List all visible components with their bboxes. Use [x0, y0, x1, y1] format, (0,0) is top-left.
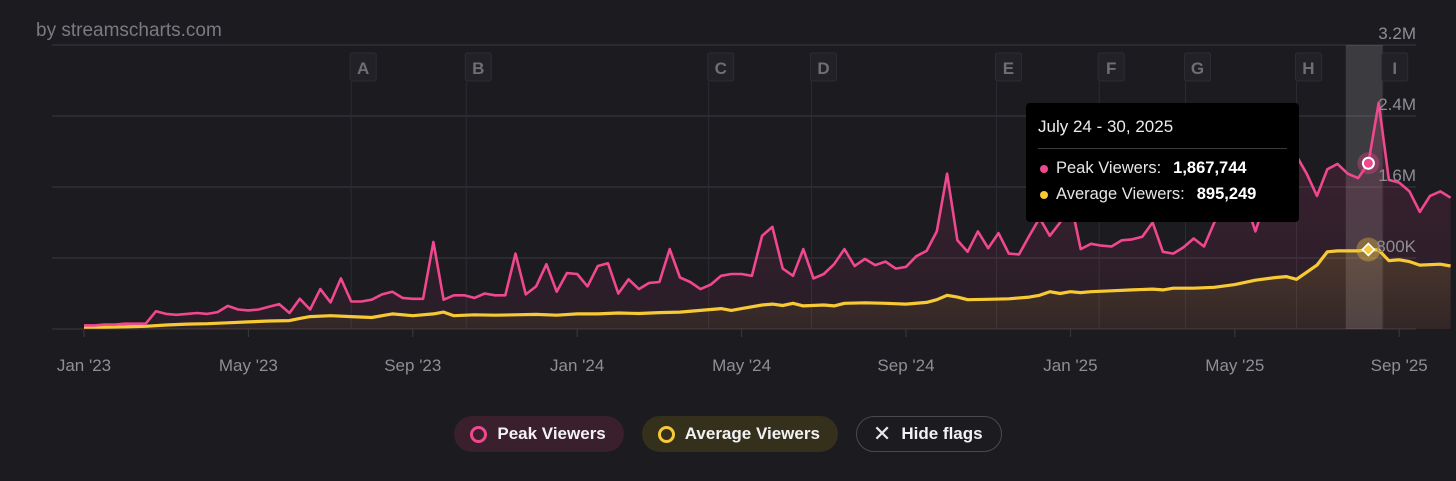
flag-label-F: F: [1106, 59, 1116, 78]
peak-viewers-label: Peak Viewers: [497, 424, 606, 443]
x-tick-label: May '24: [712, 356, 771, 375]
flag-label-G: G: [1191, 59, 1204, 78]
legend: Peak Viewers Average Viewers ✕ Hide flag…: [0, 416, 1456, 452]
tooltip-average-row: Average Viewers: 895,249: [1038, 185, 1287, 204]
tooltip-title: July 24 - 30, 2025: [1038, 117, 1287, 149]
x-tick-label: May '25: [1205, 356, 1264, 375]
hide-flags-button[interactable]: ✕ Hide flags: [855, 416, 1002, 452]
watermark: by streamscharts.com: [36, 20, 222, 41]
peak-viewers-toggle[interactable]: Peak Viewers: [454, 416, 624, 452]
x-tick-label: Sep '23: [384, 356, 441, 375]
peak-dot-icon: [1040, 164, 1048, 173]
flag-label-D: D: [817, 59, 829, 78]
peak-ring-icon: [470, 425, 488, 443]
tooltip-peak-label: Peak Viewers:: [1056, 159, 1162, 177]
tooltip: July 24 - 30, 2025 Peak Viewers: 1,867,7…: [1026, 103, 1299, 222]
y-tick-label: 1.6M: [1378, 166, 1416, 185]
flag-box-C: [707, 52, 735, 82]
flag-label-I: I: [1392, 59, 1397, 78]
average-viewers-area: [84, 249, 1451, 329]
x-tick-label: Sep '24: [877, 356, 934, 375]
tooltip-average-label: Average Viewers:: [1056, 185, 1185, 203]
flag-box-D: [809, 52, 837, 82]
average-ring-icon: [657, 425, 675, 443]
flag-box-I: [1381, 52, 1409, 82]
flag-box-H: [1294, 52, 1322, 82]
hide-flags-label: Hide flags: [901, 424, 983, 443]
flag-box-A: [349, 52, 377, 82]
average-viewers-label: Average Viewers: [684, 424, 820, 443]
flag-box-B: [464, 52, 492, 82]
average-viewers-toggle[interactable]: Average Viewers: [641, 416, 838, 452]
x-tick-label: Sep '25: [1371, 356, 1428, 375]
y-tick-label: 2.4M: [1378, 95, 1416, 114]
flag-label-B: B: [472, 59, 484, 78]
flag-box-E: [994, 52, 1022, 82]
x-tick-label: Jan '24: [550, 356, 604, 375]
average-dot-icon: [1040, 190, 1048, 199]
flag-box-F: [1097, 52, 1125, 82]
flag-label-A: A: [357, 59, 369, 78]
flag-label-H: H: [1302, 59, 1314, 78]
flag-label-E: E: [1003, 59, 1014, 78]
flag-box-G: [1183, 52, 1211, 82]
peak-hover-point: [1361, 156, 1375, 170]
close-icon: ✕: [872, 421, 892, 446]
y-tick-label: 3.2M: [1378, 24, 1416, 43]
tooltip-average-value: 895,249: [1196, 185, 1257, 203]
tooltip-peak-row: Peak Viewers: 1,867,744: [1038, 159, 1287, 178]
x-tick-label: Jan '25: [1043, 356, 1097, 375]
x-tick-label: May '23: [219, 356, 278, 375]
average-viewers-line: [84, 247, 1451, 329]
line-chart: A B C D E F G H I 800K 1.6M 2.4M 3.2M Jan '23 May '23…: [52, 24, 1452, 375]
flag-label-C: C: [715, 59, 727, 78]
y-tick-label: 800K: [1376, 237, 1416, 256]
peak-viewers-area: [84, 102, 1451, 329]
average-hover-point: [1361, 242, 1376, 257]
x-tick-label: Jan '23: [57, 356, 111, 375]
tooltip-peak-value: 1,867,744: [1173, 159, 1247, 177]
